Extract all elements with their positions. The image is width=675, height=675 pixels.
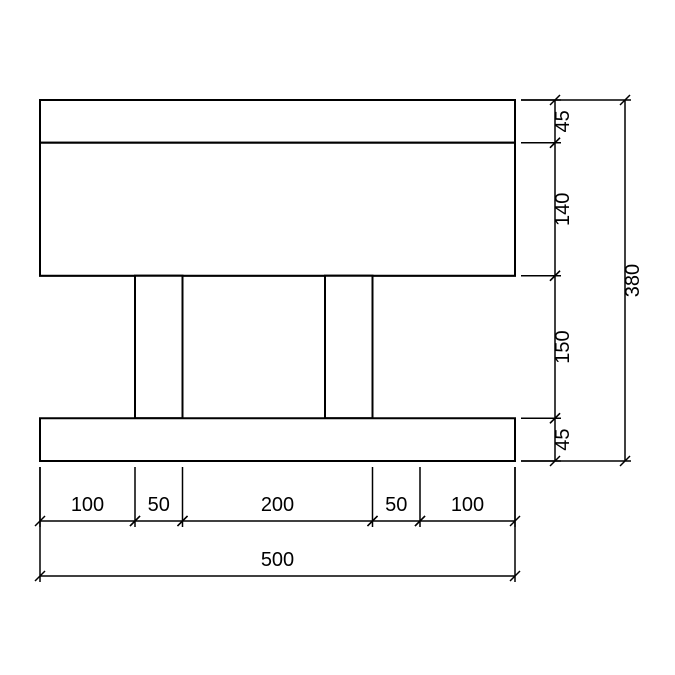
dim-bottom-0: 100 [71, 494, 104, 516]
dim-right-1: 140 [552, 193, 574, 226]
dim-bottom-4: 100 [451, 494, 484, 516]
top-slab [40, 100, 515, 143]
engineering-drawing: 45 140 150 45 380 100 50 200 50 100 500 [0, 0, 675, 675]
dim-bottom-1: 50 [148, 494, 170, 516]
right-leg [183, 276, 650, 419]
dim-bottom-total: 500 [261, 549, 294, 571]
dim-right-total: 380 [622, 264, 644, 297]
dim-right-3: 45 [552, 429, 574, 451]
dim-right-2: 150 [552, 330, 574, 363]
dim-bottom-2: 200 [261, 494, 294, 516]
left-leg [0, 276, 459, 419]
dim-bottom-3: 50 [385, 494, 407, 516]
hex-band-outline [40, 143, 515, 276]
bottom-slab [40, 418, 515, 461]
dim-right-0: 45 [552, 110, 574, 132]
